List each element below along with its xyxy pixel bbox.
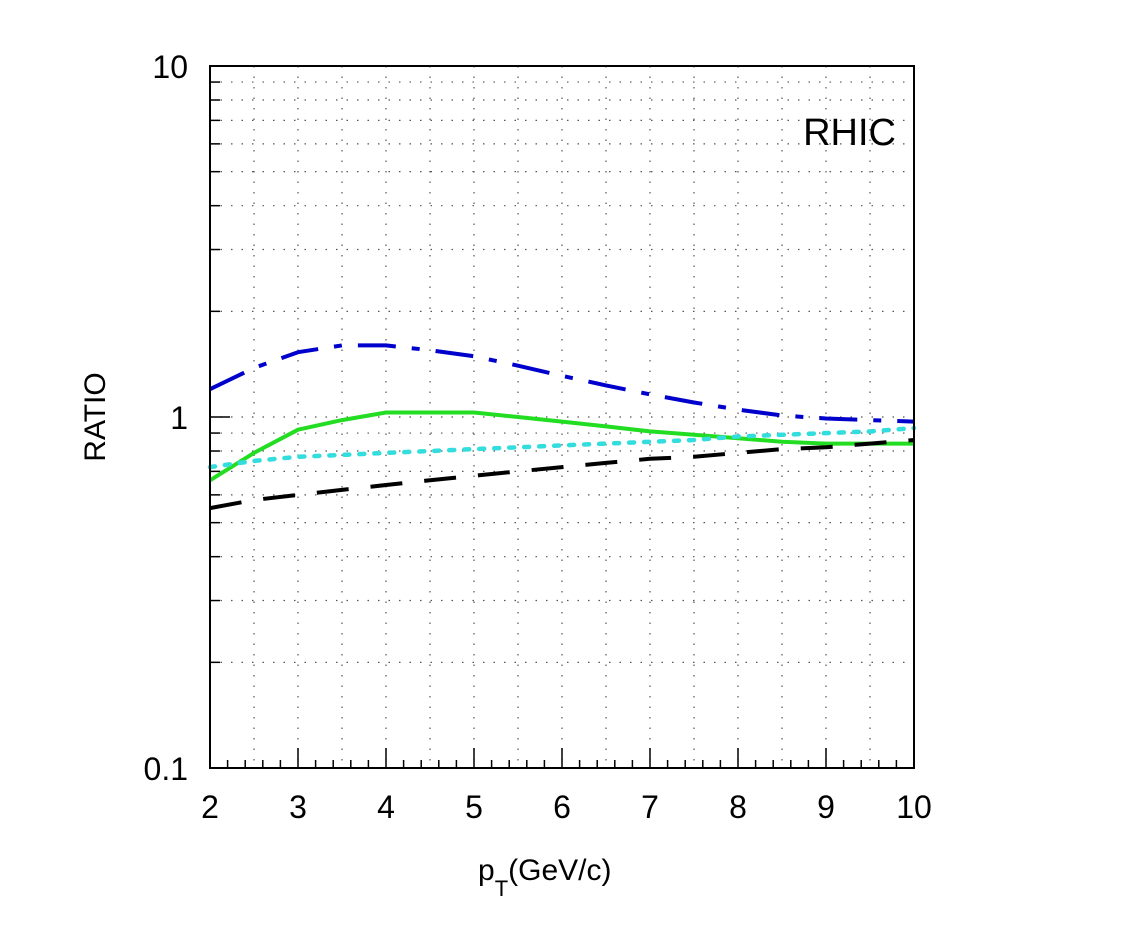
x-tick-label: 6 [553, 789, 571, 825]
x-tick-label: 9 [817, 789, 835, 825]
y-tick-label: 1 [170, 400, 188, 436]
x-axis-label-sub: T [495, 876, 508, 901]
x-axis-label-rest: (GeV/c) [508, 854, 611, 887]
x-tick-label: 7 [641, 789, 659, 825]
grid-dots [210, 66, 914, 768]
x-tick-label: 3 [289, 789, 307, 825]
y-tick-label: 0.1 [144, 751, 188, 787]
series-line-dotted [207, 425, 917, 470]
axes-ticks [209, 81, 915, 768]
x-tick-label: 5 [465, 789, 483, 825]
y-axis-label: RATIO [79, 372, 112, 461]
x-axis-label: pT(GeV/c) [478, 854, 612, 901]
y-tick-label: 10 [152, 49, 188, 85]
x-tick-label: 4 [377, 789, 395, 825]
annotation-label: RHIC [803, 112, 896, 154]
series-line-dashed [209, 438, 915, 511]
x-tick-label: 8 [729, 789, 747, 825]
series-line-dash-dot [209, 343, 915, 424]
x-tick-label: 2 [201, 789, 219, 825]
tick-labels: 2 3 4 5 6 7 8 9 10 0.1 1 10 [144, 49, 932, 825]
x-axis-label-main: p [478, 854, 495, 887]
series-line-solid [208, 410, 914, 482]
plot-frame [209, 65, 915, 769]
series-group [207, 343, 917, 511]
x-tick-label: 10 [896, 789, 932, 825]
